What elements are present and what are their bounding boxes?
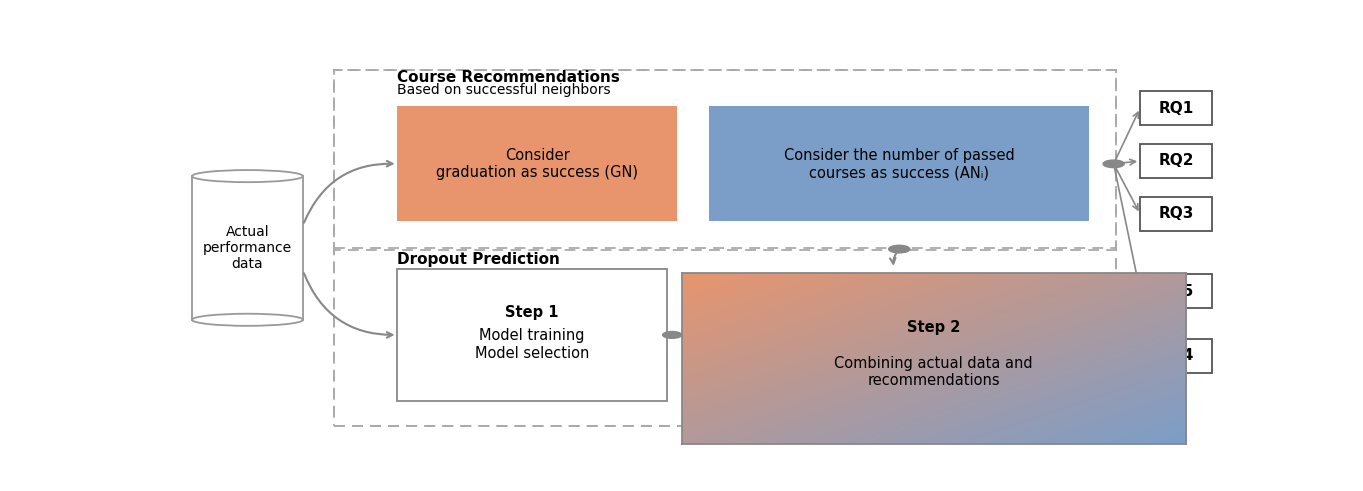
Bar bbox=[1139, 197, 1212, 231]
Text: Actual
performance
data: Actual performance data bbox=[203, 225, 292, 271]
Circle shape bbox=[1103, 331, 1124, 339]
Bar bbox=[398, 106, 677, 221]
Text: Step 1: Step 1 bbox=[506, 305, 559, 320]
Text: RQ4: RQ4 bbox=[1159, 348, 1194, 363]
Bar bbox=[334, 70, 1116, 248]
Circle shape bbox=[889, 246, 910, 253]
Text: Based on successful neighbors: Based on successful neighbors bbox=[398, 83, 611, 97]
Bar bbox=[1139, 339, 1212, 373]
Bar bbox=[1139, 91, 1212, 125]
Bar bbox=[398, 269, 667, 401]
Text: Dropout Prediction: Dropout Prediction bbox=[398, 252, 560, 267]
Text: Step 2: Step 2 bbox=[906, 320, 961, 335]
Bar bbox=[1139, 274, 1212, 308]
Ellipse shape bbox=[192, 314, 303, 326]
Text: RQ3: RQ3 bbox=[1159, 206, 1194, 221]
Text: Course Recommendations: Course Recommendations bbox=[398, 70, 620, 85]
Text: Combining actual data and
recommendations: Combining actual data and recommendation… bbox=[834, 356, 1033, 388]
Text: RQ1: RQ1 bbox=[1159, 101, 1194, 115]
Text: Model training
Model selection: Model training Model selection bbox=[474, 328, 589, 360]
Bar bbox=[334, 250, 1116, 426]
Bar bbox=[1139, 144, 1212, 178]
Text: RQ5: RQ5 bbox=[1159, 284, 1194, 299]
Bar bbox=[192, 176, 303, 320]
Text: Consider the number of passed
courses as success (ANᵢ): Consider the number of passed courses as… bbox=[784, 148, 1014, 180]
Text: RQ2: RQ2 bbox=[1159, 154, 1194, 168]
Ellipse shape bbox=[192, 170, 303, 182]
Bar bbox=[709, 106, 1089, 221]
Circle shape bbox=[662, 331, 682, 338]
Bar bbox=[334, 70, 1116, 426]
Circle shape bbox=[1103, 160, 1124, 167]
Text: Consider
graduation as success (GN): Consider graduation as success (GN) bbox=[436, 148, 638, 180]
